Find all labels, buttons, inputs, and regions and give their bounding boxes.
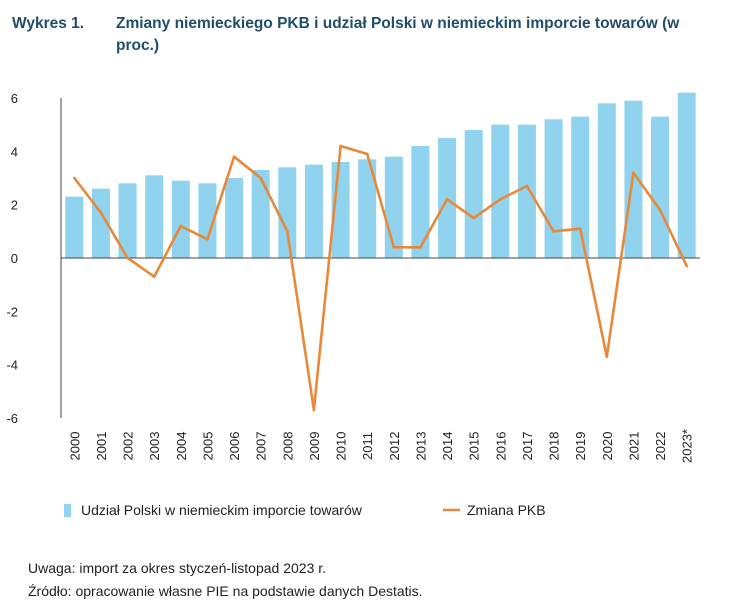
gdp-point-2022 [658, 208, 662, 212]
bar-2002 [118, 183, 137, 258]
y-tick-label: 6 [11, 91, 18, 106]
bar-2013 [411, 146, 430, 258]
x-tick-label: 2013 [413, 432, 428, 461]
x-tick-label: 2022 [653, 432, 668, 461]
x-tick-label: 2020 [600, 432, 615, 461]
figure-label: Wykres 1. [12, 15, 85, 32]
bar-2008 [278, 167, 297, 258]
x-tick-label: 2010 [334, 432, 349, 461]
x-tick-label: 2005 [200, 432, 215, 461]
x-tick-label: 2003 [147, 432, 162, 461]
bar-2020 [597, 103, 616, 258]
y-tick-label: 4 [11, 144, 18, 159]
gdp-point-2015 [472, 216, 475, 220]
bar-2011 [358, 159, 377, 258]
x-tick-label: 2006 [227, 432, 242, 461]
chart-title: Zmiany niemieckiego PKB i udział Polski … [116, 15, 680, 54]
bar-2019 [571, 116, 590, 259]
bar-2022 [651, 116, 670, 259]
x-tick-label: 2019 [573, 432, 588, 461]
y-tick-label: -6 [6, 411, 18, 426]
gdp-point-2009 [312, 408, 316, 412]
legend-line-label: Zmiana PKB [467, 502, 546, 518]
chart: 6 4 2 0 -2 -4 -6 2000 2001 2002 2003 2004 2005 2006 2… [6, 91, 700, 518]
gdp-point-2023* [685, 264, 688, 268]
bar-2023* [677, 92, 696, 259]
bar-2000 [65, 196, 84, 258]
gdp-point-2004 [179, 224, 183, 228]
note-uwaga: Uwaga: import za okres styczeń-listopad … [28, 560, 327, 576]
gdp-point-2021 [632, 171, 635, 174]
bar-2018 [544, 119, 563, 258]
gdp-point-2000 [73, 176, 76, 180]
x-tick-label: 2016 [493, 432, 508, 461]
bar-2016 [491, 124, 510, 259]
gdp-point-2017 [525, 184, 529, 188]
gdp-point-2020 [605, 355, 609, 358]
gdp-point-2002 [126, 256, 129, 260]
bar-2014 [438, 138, 457, 258]
gdp-point-2003 [152, 275, 156, 278]
bar-2015 [464, 130, 483, 258]
gdp-point-2005 [206, 238, 209, 241]
gdp-point-2010 [339, 144, 342, 148]
gdp-point-2019 [578, 227, 582, 230]
x-tick-label: 2002 [121, 432, 136, 461]
bar-2004 [171, 180, 190, 258]
x-tick-label: 2000 [67, 432, 82, 461]
gdp-point-2012 [392, 246, 396, 249]
note-source: Źródło: opracowanie własne PIE na podsta… [28, 583, 423, 599]
y-tick-label: -2 [6, 304, 18, 319]
gdp-line [73, 144, 689, 412]
x-tick-label: 2004 [174, 432, 189, 461]
x-tick-label: 2023* [680, 429, 695, 463]
y-tick-label: -4 [6, 358, 18, 373]
x-tick-label: 2014 [440, 432, 455, 461]
x-tick-label: 2001 [94, 432, 109, 461]
gdp-point-2018 [552, 230, 555, 233]
legend-bar-swatch [64, 504, 71, 517]
x-tick-label: 2007 [254, 432, 269, 461]
gdp-point-2008 [286, 230, 289, 233]
x-tick-label: 2017 [520, 432, 535, 461]
bar-2017 [517, 124, 536, 259]
gdp-point-2006 [232, 155, 236, 158]
bar-2006 [225, 178, 244, 258]
x-tick-label: 2018 [547, 432, 562, 461]
x-tick-label: 2015 [467, 432, 482, 461]
x-tick-label: 2021 [626, 432, 641, 461]
gdp-point-2001 [99, 211, 103, 214]
bar-2005 [198, 183, 217, 258]
legend-bar-label: Udział Polski w niemieckim imporcie towa… [81, 502, 363, 518]
gdp-point-2016 [499, 198, 502, 201]
gdp-point-2013 [419, 246, 422, 249]
y-tick-label: 2 [11, 198, 18, 213]
x-tick-label: 2011 [360, 432, 375, 460]
x-tick-label: 2008 [280, 432, 295, 461]
gdp-point-2014 [445, 198, 449, 201]
bar-2007 [251, 170, 270, 258]
gdp-point-2011 [365, 152, 369, 156]
bar-2009 [304, 164, 323, 258]
gdp-point-2007 [259, 176, 262, 180]
y-tick-label: 0 [11, 251, 18, 266]
bar-2003 [145, 175, 164, 258]
x-tick-label: 2009 [307, 432, 322, 461]
x-tick-label: 2012 [387, 432, 402, 461]
